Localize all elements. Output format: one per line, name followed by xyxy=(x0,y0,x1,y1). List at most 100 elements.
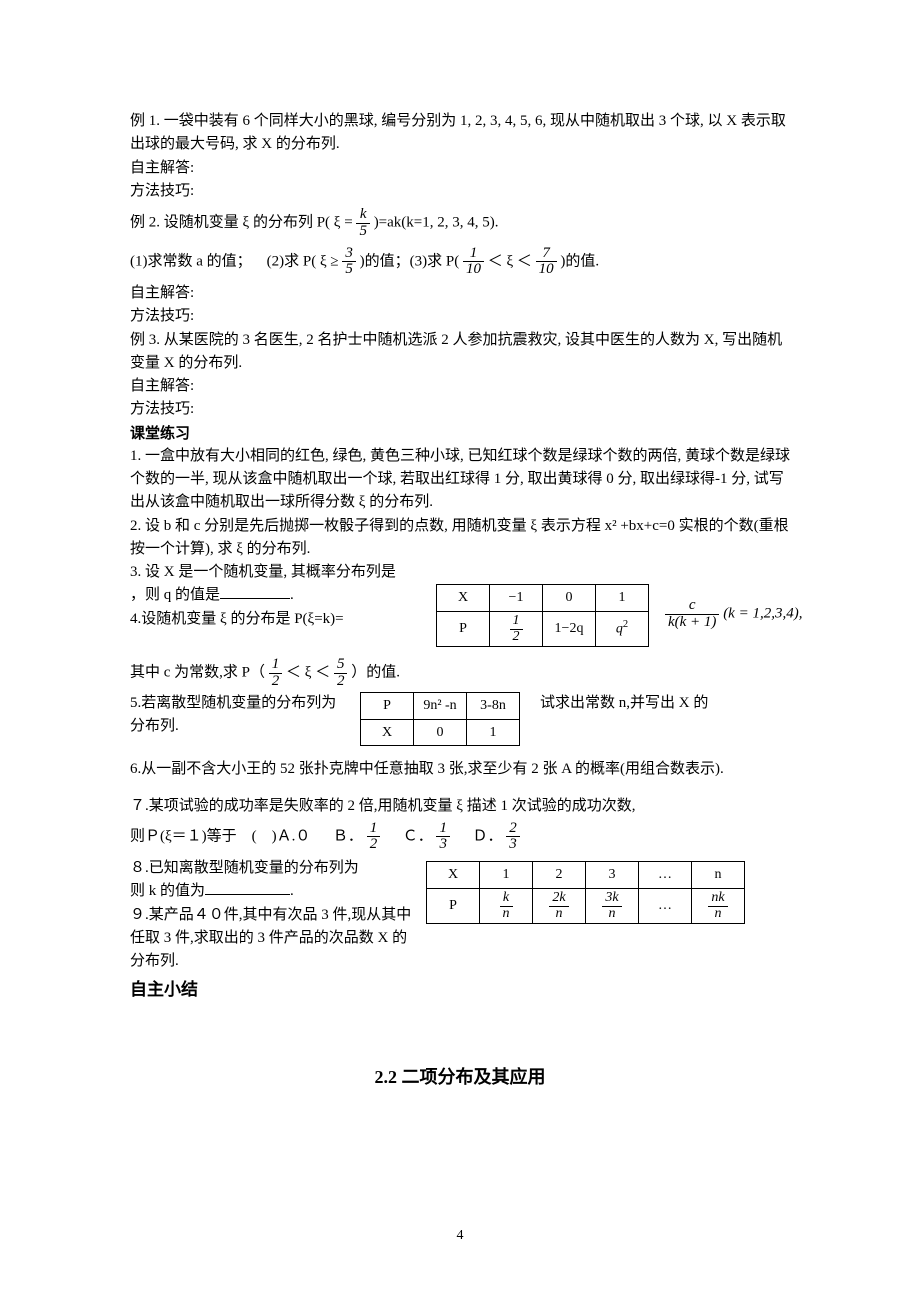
q8-t-r1c5: … xyxy=(639,862,692,889)
frac-12-den: 2 xyxy=(269,674,283,690)
q3-t-r1c2: −1 xyxy=(490,585,543,612)
self-answer-1: 自主解答: xyxy=(130,157,790,180)
q8-t-r1c1: X xyxy=(427,862,480,889)
q5-t-r2c2: 0 xyxy=(414,719,467,746)
q7-sub-pre: 则Ｐ(ξ＝１)等于 ( )Ａ.０ xyxy=(130,828,310,844)
frac-110-num: 1 xyxy=(463,246,484,263)
q7-B-label: Ｂ． xyxy=(333,828,363,844)
q3-t-r1c3: 0 xyxy=(543,585,596,612)
q7-C-frac: 1 3 xyxy=(436,821,450,854)
class-exercise-heading: 课堂练习 xyxy=(130,422,790,445)
q7-B-frac: 1 2 xyxy=(367,821,381,854)
question-7: ７.某项试验的成功率是失败率的 2 倍,用随机变量 ξ 描述 1 次试验的成功次… xyxy=(130,795,790,818)
ex2-pre: 例 2. 设随机变量 ξ 的分布列 P( ξ = xyxy=(130,215,353,231)
q5-t-r1c3: 3-8n xyxy=(467,692,520,719)
q8-t-r1c2: 1 xyxy=(480,862,533,889)
frac-c-kk1: c k(k + 1) xyxy=(665,598,719,631)
ex2-sub3-mid: ＜ ξ ＜ xyxy=(488,253,536,269)
question-3: 3. 设 X 是一个随机变量, 其概率分布列是 xyxy=(130,561,790,584)
q8-t-r2c4: 3kn xyxy=(586,888,639,923)
q5-pre: 5.若离散型随机变量的分布列为 xyxy=(130,695,336,711)
q7-C-label: Ｃ． xyxy=(403,828,433,844)
frac-12-num: 1 xyxy=(269,657,283,674)
question-5-row: 5.若离散型随机变量的分布列为 分布列. P 9n² -n 3-8n X 0 1… xyxy=(130,692,790,746)
q7-C-num: 1 xyxy=(436,821,450,838)
q7-D-label: Ｄ． xyxy=(472,828,502,844)
frac-710-den: 10 xyxy=(536,262,557,278)
q3-sub-text: ，则 q 的值是 xyxy=(130,587,220,603)
frac-110-den: 10 xyxy=(463,262,484,278)
frac-35-den: 5 xyxy=(342,262,356,278)
q3-t-r1c4: 1 xyxy=(596,585,649,612)
frac-c-num: c xyxy=(665,598,719,615)
frac-k5: k 5 xyxy=(356,207,370,240)
page-number: 4 xyxy=(0,1225,920,1247)
ex2-sub1: (1)求常数 a 的值； xyxy=(130,253,252,269)
example-2-line2: (1)求常数 a 的值； (2)求 P( ξ ≥ 3 5 )的值；(3)求 P(… xyxy=(130,246,790,279)
q5-table: P 9n² -n 3-8n X 0 1 xyxy=(360,692,520,746)
q4-sub-post: ）的值. xyxy=(351,665,400,681)
method-skill-2: 方法技巧: xyxy=(130,305,790,328)
self-answer-3: 自主解答: xyxy=(130,375,790,398)
q8-t-r1c4: 3 xyxy=(586,862,639,889)
q8-t-r2c5: … xyxy=(639,888,692,923)
q8-table: X 1 2 3 … n P kn 2kn 3kn … nkn xyxy=(426,861,745,924)
question-6: 6.从一副不含大小王的 52 张扑克牌中任意抽取 3 张,求至少有 2 张 A … xyxy=(130,758,790,781)
question-4-pre: 4.设随机变量 ξ 的分布是 P(ξ=k)= xyxy=(130,608,430,631)
method-skill-1: 方法技巧: xyxy=(130,180,790,203)
q3-sub: ，则 q 的值是. xyxy=(130,584,430,607)
q8-t-r2c2: kn xyxy=(480,888,533,923)
section-2-2-title: 2.2 二项分布及其应用 xyxy=(130,1064,790,1092)
method-skill-3: 方法技巧: xyxy=(130,398,790,421)
q4-side-post: (k = 1,2,3,4), xyxy=(723,606,802,622)
q8-sub-text: 则 k 的值为 xyxy=(130,883,205,899)
q3-t-r2c2: 12 xyxy=(490,611,543,646)
frac-52: 5 2 xyxy=(334,657,348,690)
question-8: ８.已知离散型随机变量的分布列为 xyxy=(130,857,420,880)
summary-heading: 自主小结 xyxy=(130,977,790,1003)
frac-52-den: 2 xyxy=(334,674,348,690)
q8-t-r2c1: P xyxy=(427,888,480,923)
q7-D-frac: 2 3 xyxy=(506,821,520,854)
frac-710: 7 10 xyxy=(536,246,557,279)
q5-t-r2c3: 1 xyxy=(467,719,520,746)
q8-sub: 则 k 的值为. xyxy=(130,880,420,903)
q5-t-r1c1: P xyxy=(361,692,414,719)
q7-D-num: 2 xyxy=(506,821,520,838)
q4-sub-pre: 其中 c 为常数,求 P（ xyxy=(130,665,265,681)
ex2-sub2-pre: (2)求 P( ξ ≥ xyxy=(267,253,343,269)
frac-110: 1 10 xyxy=(463,246,484,279)
frac-35-num: 3 xyxy=(342,246,356,263)
frac-k5-num: k xyxy=(356,207,370,224)
q8-t-r2c3: 2kn xyxy=(533,888,586,923)
self-answer-2: 自主解答: xyxy=(130,282,790,305)
question-2: 2. 设 b 和 c 分别是先后抛掷一枚骰子得到的点数, 用随机变量 ξ 表示方… xyxy=(130,515,790,562)
question-9: ９.某产品４０件,其中有次品 3 件,现从其中任取 3 件,求取出的 3 件产品… xyxy=(130,904,420,974)
frac-k5-den: 5 xyxy=(356,224,370,240)
q8-t-r2c6: nkn xyxy=(692,888,745,923)
q8-q9-row: ８.已知离散型随机变量的分布列为 则 k 的值为. ９.某产品４０件,其中有次品… xyxy=(130,857,790,973)
example-1: 例 1. 一袋中装有 6 个同样大小的黑球, 编号分别为 1, 2, 3, 4,… xyxy=(130,110,790,157)
example-2-line1: 例 2. 设随机变量 ξ 的分布列 P( ξ = k 5 )=ak(k=1, 2… xyxy=(130,207,790,240)
frac-710-num: 7 xyxy=(536,246,557,263)
example-3: 例 3. 从某医院的 3 名医生, 2 名护士中随机选派 2 人参加抗震救灾, … xyxy=(130,329,790,376)
q3-q4-row: ，则 q 的值是. 4.设随机变量 ξ 的分布是 P(ξ=k)= X −1 0 … xyxy=(130,584,790,647)
q3-blank xyxy=(220,584,290,599)
ex2-sub3-post: )的值. xyxy=(560,253,599,269)
q7-B-den: 2 xyxy=(367,837,381,853)
q5-tail: 分布列. xyxy=(130,718,179,734)
q3-t-r1c1: X xyxy=(437,585,490,612)
question-7-options: 则Ｐ(ξ＝１)等于 ( )Ａ.０ Ｂ． 1 2 Ｃ． 1 3 Ｄ． 2 3 xyxy=(130,821,790,854)
question-4-sub: 其中 c 为常数,求 P（ 1 2 ＜ ξ ＜ 5 2 ）的值. xyxy=(130,657,790,690)
q5-post: 试求出常数 n,并写出 X 的 xyxy=(540,695,708,711)
q3-t-r2c1: P xyxy=(437,611,490,646)
q5-t-r2c1: X xyxy=(361,719,414,746)
q4-side-expr: c k(k + 1) (k = 1,2,3,4), xyxy=(665,584,802,631)
q7-B-num: 1 xyxy=(367,821,381,838)
q4-mid: ＜ ξ ＜ xyxy=(286,665,330,681)
q8-blank xyxy=(205,880,290,895)
q3-t-r2c3: 1−2q xyxy=(543,611,596,646)
frac-12: 1 2 xyxy=(269,657,283,690)
q3-t-r2c4: q2 xyxy=(596,611,649,646)
page-root: 例 1. 一袋中装有 6 个同样大小的黑球, 编号分别为 1, 2, 3, 4,… xyxy=(0,0,920,1302)
